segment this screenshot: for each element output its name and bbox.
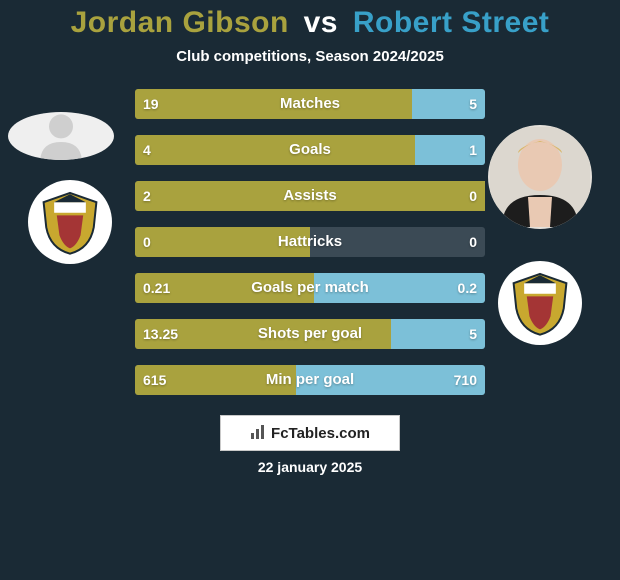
stat-row: 13.25 5Shots per goal xyxy=(135,319,485,349)
stat-row: 0.21 0.2Goals per match xyxy=(135,273,485,303)
stat-label: Goals per match xyxy=(135,273,485,303)
stat-value-left: 0 xyxy=(135,227,159,257)
club-shield-icon xyxy=(37,189,103,255)
stat-value-right: 5 xyxy=(461,89,485,119)
stat-label: Assists xyxy=(135,181,485,211)
stat-label: Matches xyxy=(135,89,485,119)
stat-value-left: 19 xyxy=(135,89,167,119)
stat-label: Hattricks xyxy=(135,227,485,257)
stat-value-right: 5 xyxy=(461,319,485,349)
title-row: Jordan Gibson vs Robert Street xyxy=(0,6,620,40)
stat-value-right: 0.2 xyxy=(450,273,485,303)
stat-value-left: 4 xyxy=(135,135,159,165)
stat-row: 19 5Matches xyxy=(135,89,485,119)
player2-club-badge xyxy=(498,261,582,345)
stat-label: Shots per goal xyxy=(135,319,485,349)
title-player2: Robert Street xyxy=(353,6,550,39)
player1-avatar xyxy=(8,112,114,160)
stat-value-right: 710 xyxy=(446,365,485,395)
player-photo-icon xyxy=(490,127,590,227)
comparison-bars: 195Matches41Goals20Assists00Hattricks0.2… xyxy=(135,89,485,395)
stat-value-left: 615 xyxy=(135,365,174,395)
stat-label: Min per goal xyxy=(135,365,485,395)
fctables-logo: FcTables.com xyxy=(220,415,400,451)
player-silhouette-icon xyxy=(31,112,91,160)
stat-row: 4 1Goals xyxy=(135,135,485,165)
stat-row: 2 0Assists xyxy=(135,181,485,211)
title-vs: vs xyxy=(304,6,338,39)
stat-value-right: 0 xyxy=(461,227,485,257)
stat-row: 615 710Min per goal xyxy=(135,365,485,395)
stat-label: Goals xyxy=(135,135,485,165)
stat-value-right: 0 xyxy=(461,181,485,211)
player1-club-badge xyxy=(28,180,112,264)
fctables-logo-text: FcTables.com xyxy=(271,425,370,442)
stat-value-right: 1 xyxy=(461,135,485,165)
club-shield-icon xyxy=(507,270,573,336)
title-player1: Jordan Gibson xyxy=(71,6,289,39)
stat-value-left: 13.25 xyxy=(135,319,186,349)
chart-icon xyxy=(250,424,266,443)
comparison-infographic: Jordan Gibson vs Robert Street Club comp… xyxy=(0,0,620,580)
stat-row: 0 0Hattricks xyxy=(135,227,485,257)
stat-value-left: 2 xyxy=(135,181,159,211)
footer-date: 22 january 2025 xyxy=(0,459,620,475)
subtitle: Club competitions, Season 2024/2025 xyxy=(0,48,620,65)
stat-value-left: 0.21 xyxy=(135,273,178,303)
player2-avatar xyxy=(488,125,592,229)
